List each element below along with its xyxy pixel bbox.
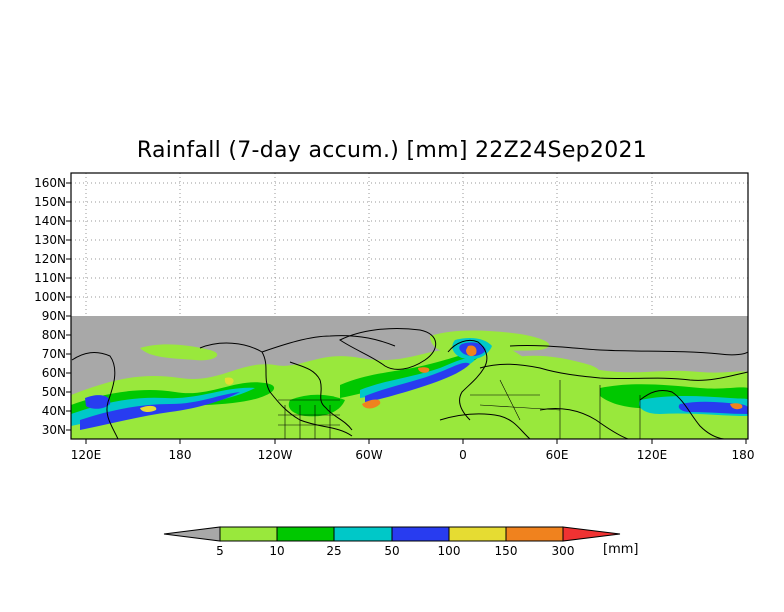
rain-blue-west: [85, 395, 111, 409]
lat-label-130n: 130N: [34, 233, 66, 247]
rain-light-europe: [500, 355, 600, 379]
rain-heavy-atlantic: [362, 399, 381, 409]
tick-marks: [66, 182, 747, 444]
lat-label-80n: 80N: [41, 328, 66, 342]
map-title: Rainfall (7-day accum.) [mm] 22Z24Sep202…: [136, 138, 648, 163]
colorbar-swatch-6: [505, 526, 564, 542]
rain-heavy-norway: [466, 345, 477, 357]
lon-label-120w: 120W: [257, 448, 293, 462]
rain-blue-atlantic: [365, 362, 470, 402]
rain-light-north: [140, 344, 218, 361]
lat-label-140n: 140N: [34, 214, 66, 228]
colorbar-label-100: 100: [437, 544, 461, 558]
lon-label-180-left: 180: [168, 448, 192, 462]
lon-label-60w: 60W: [355, 448, 383, 462]
political-borders: [278, 379, 641, 439]
lon-label-60e: 60E: [545, 448, 569, 462]
lat-label-100n: 100N: [34, 290, 66, 304]
lat-label-120n: 120N: [34, 252, 66, 266]
rain-heavy-north: [418, 367, 430, 373]
rain-heavy-asia: [730, 403, 743, 410]
lat-label-110n: 110N: [34, 271, 66, 285]
rain-heavy-pacific: [140, 405, 157, 413]
lat-label-150n: 150N: [34, 195, 66, 209]
rain-field: [71, 330, 748, 439]
colorbar-swatch-4: [391, 526, 450, 542]
colorbar-label-25: 25: [326, 544, 342, 558]
colorbar-under-triangle: [163, 526, 221, 542]
colorbar-swatch-1: [219, 526, 278, 542]
colorbar-units: [mm]: [603, 542, 639, 557]
lon-label-0: 0: [459, 448, 467, 462]
colorbar-label-5: 5: [216, 544, 224, 558]
colorbar-swatch-2: [276, 526, 335, 542]
colorbar-label-10: 10: [269, 544, 285, 558]
plot-frame: [70, 172, 749, 440]
lon-label-180-right: 180: [731, 448, 755, 462]
graticule: [71, 173, 748, 316]
colorbar-swatch-5: [448, 526, 507, 542]
colorbar-label-300: 300: [551, 544, 575, 558]
lat-label-160n: 160N: [34, 176, 66, 190]
rain-blue-pacific: [80, 392, 240, 430]
lat-label-40n: 40N: [41, 404, 66, 418]
lat-label-70n: 70N: [41, 347, 66, 361]
lat-label-90n: 90N: [41, 309, 66, 323]
lat-label-30n: 30N: [41, 423, 66, 437]
lat-label-60n: 60N: [41, 366, 66, 380]
colorbar-over-triangle: [562, 526, 621, 542]
colorbar: [163, 526, 621, 542]
colorbar-label-50: 50: [384, 544, 400, 558]
colorbar-label-150: 150: [494, 544, 518, 558]
lat-label-50n: 50N: [41, 385, 66, 399]
lon-label-120e-right: 120E: [636, 448, 668, 462]
lon-label-120e-left: 120E: [70, 448, 102, 462]
colorbar-swatch-3: [333, 526, 393, 542]
rain-heavy-alaska: [224, 377, 234, 385]
